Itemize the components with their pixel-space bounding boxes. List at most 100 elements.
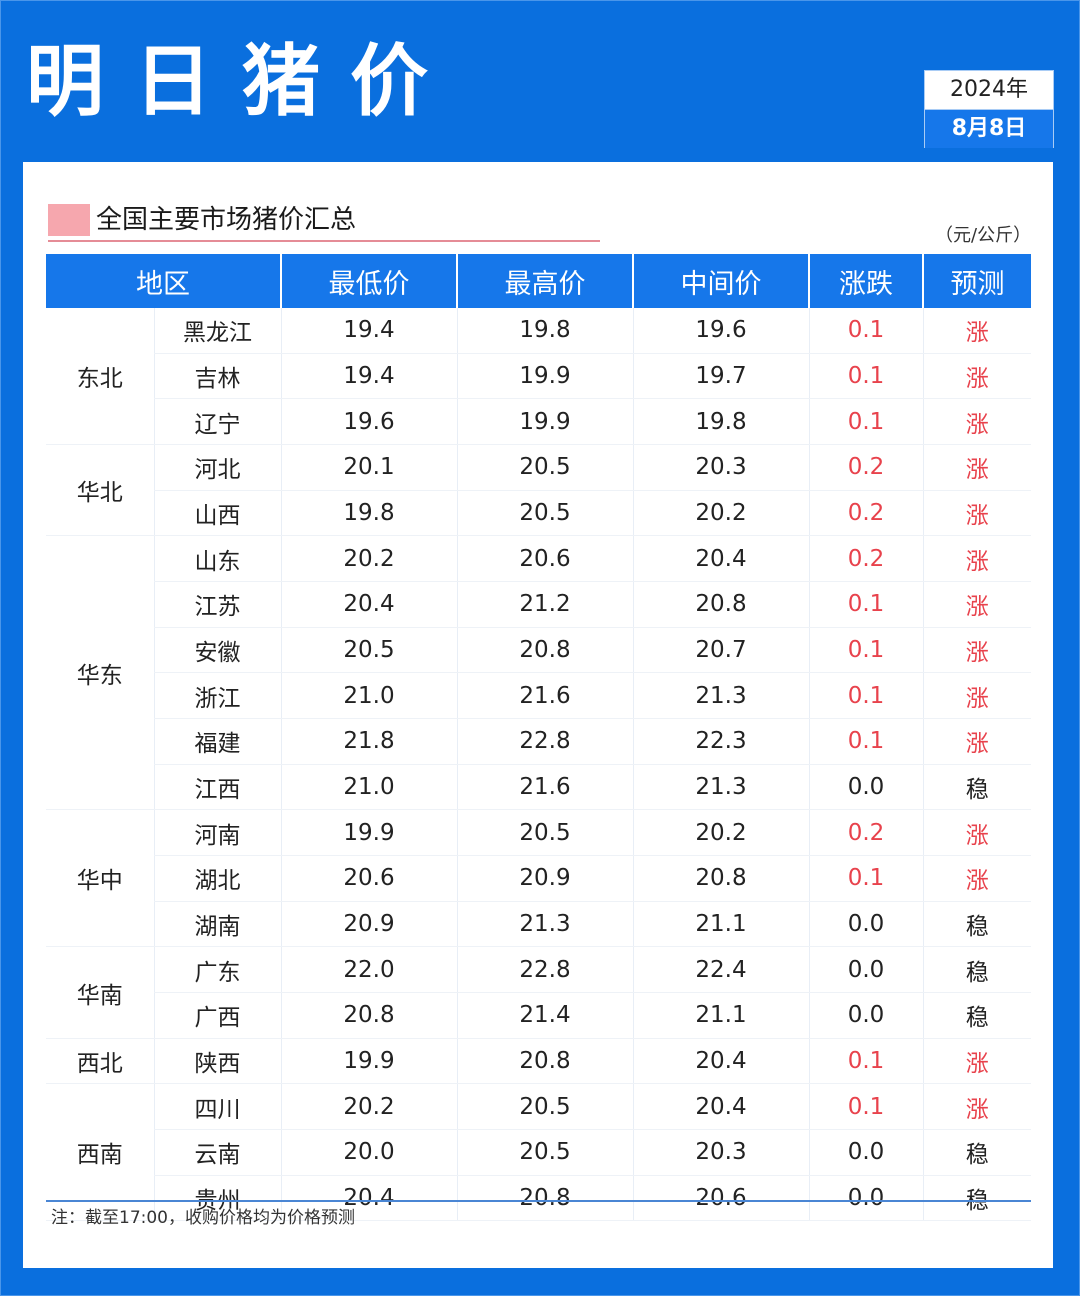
change-cell: 0.2 bbox=[808, 809, 923, 857]
low-price-cell: 20.0 bbox=[280, 1129, 457, 1176]
mid-price-cell: 20.7 bbox=[632, 627, 809, 674]
unit-label: （元/公斤） bbox=[935, 225, 1032, 246]
province-cell: 江苏 bbox=[153, 581, 281, 628]
table-row: 华中 河南 19.9 20.5 20.2 0.2 涨 bbox=[46, 809, 1031, 948]
table-row: 东北 黑龙江 19.4 19.8 19.6 0.1 涨 bbox=[46, 308, 1031, 446]
mid-price-cell: 20.4 bbox=[632, 1083, 809, 1131]
high-price-cell: 20.6 bbox=[456, 535, 633, 583]
province-cell: 辽宁 bbox=[153, 398, 281, 446]
province-cell: 山西 bbox=[153, 490, 281, 537]
forecast-cell: 涨 bbox=[922, 398, 1031, 446]
header-change: 涨跌 bbox=[808, 254, 923, 308]
forecast-cell: 稳 bbox=[922, 1175, 1031, 1222]
table-row: 湖北 20.6 20.9 20.8 0.1 涨 bbox=[46, 855, 1031, 902]
low-price-cell: 19.8 bbox=[280, 490, 457, 537]
mid-price-cell: 20.3 bbox=[632, 1129, 809, 1176]
high-price-cell: 20.8 bbox=[456, 627, 633, 674]
forecast-cell: 涨 bbox=[922, 809, 1031, 857]
change-cell: 0.1 bbox=[808, 1038, 923, 1085]
low-price-cell: 20.9 bbox=[280, 901, 457, 948]
mid-price-cell: 20.4 bbox=[632, 535, 809, 583]
table-row: 云南 20.0 20.5 20.3 0.0 稳 bbox=[46, 1129, 1031, 1176]
section-marker bbox=[48, 204, 90, 236]
low-price-cell: 19.4 bbox=[280, 308, 457, 354]
high-price-cell: 19.9 bbox=[456, 353, 633, 400]
forecast-cell: 涨 bbox=[922, 672, 1031, 720]
change-cell: 0.1 bbox=[808, 581, 923, 628]
change-cell: 0.1 bbox=[808, 627, 923, 674]
date-box: 2024年 8月8日 bbox=[924, 70, 1054, 148]
province-cell: 吉林 bbox=[153, 353, 281, 400]
change-cell: 0.2 bbox=[808, 490, 923, 537]
forecast-cell: 涨 bbox=[922, 581, 1031, 628]
province-cell: 安徽 bbox=[153, 627, 281, 674]
table-row: 华南 广东 22.0 22.8 22.4 0.0 稳 bbox=[46, 946, 1031, 1039]
date-year: 2024年 bbox=[925, 71, 1053, 109]
high-price-cell: 20.5 bbox=[456, 444, 633, 491]
low-price-cell: 21.0 bbox=[280, 672, 457, 720]
low-price-cell: 20.1 bbox=[280, 444, 457, 491]
mid-price-cell: 21.1 bbox=[632, 992, 809, 1039]
section-underline bbox=[48, 240, 600, 242]
table-row: 贵州 20.4 20.8 20.6 0.0 稳 bbox=[46, 1175, 1031, 1222]
forecast-cell: 涨 bbox=[922, 718, 1031, 765]
region-cell: 华北 bbox=[46, 444, 154, 537]
province-cell: 山东 bbox=[153, 535, 281, 583]
section-title: 全国主要市场猪价汇总 bbox=[96, 205, 357, 235]
page-title: 明日猪价 bbox=[26, 37, 459, 127]
high-price-cell: 20.5 bbox=[456, 1129, 633, 1176]
header-forecast: 预测 bbox=[922, 254, 1031, 308]
change-cell: 0.1 bbox=[808, 672, 923, 720]
high-price-cell: 20.5 bbox=[456, 490, 633, 537]
change-cell: 0.1 bbox=[808, 1083, 923, 1131]
low-price-cell: 20.4 bbox=[280, 581, 457, 628]
change-cell: 0.1 bbox=[808, 308, 923, 354]
mid-price-cell: 20.6 bbox=[632, 1175, 809, 1222]
change-cell: 0.0 bbox=[808, 764, 923, 811]
low-price-cell: 21.8 bbox=[280, 718, 457, 765]
change-cell: 0.1 bbox=[808, 718, 923, 765]
forecast-cell: 稳 bbox=[922, 764, 1031, 811]
high-price-cell: 20.8 bbox=[456, 1175, 633, 1222]
mid-price-cell: 19.6 bbox=[632, 308, 809, 354]
forecast-cell: 涨 bbox=[922, 444, 1031, 491]
province-cell: 浙江 bbox=[153, 672, 281, 720]
mid-price-cell: 22.3 bbox=[632, 718, 809, 765]
region-cell: 西北 bbox=[46, 1038, 154, 1085]
change-cell: 0.1 bbox=[808, 353, 923, 400]
high-price-cell: 21.6 bbox=[456, 764, 633, 811]
high-price-cell: 20.8 bbox=[456, 1038, 633, 1085]
table-row: 辽宁 19.6 19.9 19.8 0.1 涨 bbox=[46, 398, 1031, 446]
footnote: 注：截至17:00，收购价格均为价格预测 bbox=[51, 1208, 355, 1228]
low-price-cell: 20.2 bbox=[280, 535, 457, 583]
header-mid: 中间价 bbox=[632, 254, 809, 308]
high-price-cell: 21.4 bbox=[456, 992, 633, 1039]
mid-price-cell: 19.7 bbox=[632, 353, 809, 400]
high-price-cell: 19.8 bbox=[456, 308, 633, 354]
mid-price-cell: 20.4 bbox=[632, 1038, 809, 1085]
forecast-cell: 稳 bbox=[922, 1129, 1031, 1176]
header-low: 最低价 bbox=[280, 254, 457, 308]
table-row: 江苏 20.4 21.2 20.8 0.1 涨 bbox=[46, 581, 1031, 628]
high-price-cell: 21.6 bbox=[456, 672, 633, 720]
price-table: 地区 最低价 最高价 中间价 涨跌 预测 东北 黑龙江 19.4 19.8 19.6 0.… bbox=[46, 254, 1031, 1222]
forecast-cell: 涨 bbox=[922, 1083, 1031, 1131]
region-cell: 华东 bbox=[46, 535, 154, 811]
change-cell: 0.0 bbox=[808, 946, 923, 994]
forecast-cell: 涨 bbox=[922, 490, 1031, 537]
province-cell: 江西 bbox=[153, 764, 281, 811]
province-cell: 广西 bbox=[153, 992, 281, 1039]
high-price-cell: 21.3 bbox=[456, 901, 633, 948]
change-cell: 0.0 bbox=[808, 1175, 923, 1222]
change-cell: 0.0 bbox=[808, 1129, 923, 1176]
province-cell: 河南 bbox=[153, 809, 281, 857]
header-region: 地区 bbox=[46, 254, 281, 308]
low-price-cell: 19.9 bbox=[280, 1038, 457, 1085]
table-row: 浙江 21.0 21.6 21.3 0.1 涨 bbox=[46, 672, 1031, 720]
high-price-cell: 22.8 bbox=[456, 946, 633, 994]
date-day: 8月8日 bbox=[925, 109, 1053, 148]
mid-price-cell: 21.3 bbox=[632, 764, 809, 811]
high-price-cell: 20.5 bbox=[456, 809, 633, 857]
high-price-cell: 20.5 bbox=[456, 1083, 633, 1131]
region-cell: 华南 bbox=[46, 946, 154, 1039]
